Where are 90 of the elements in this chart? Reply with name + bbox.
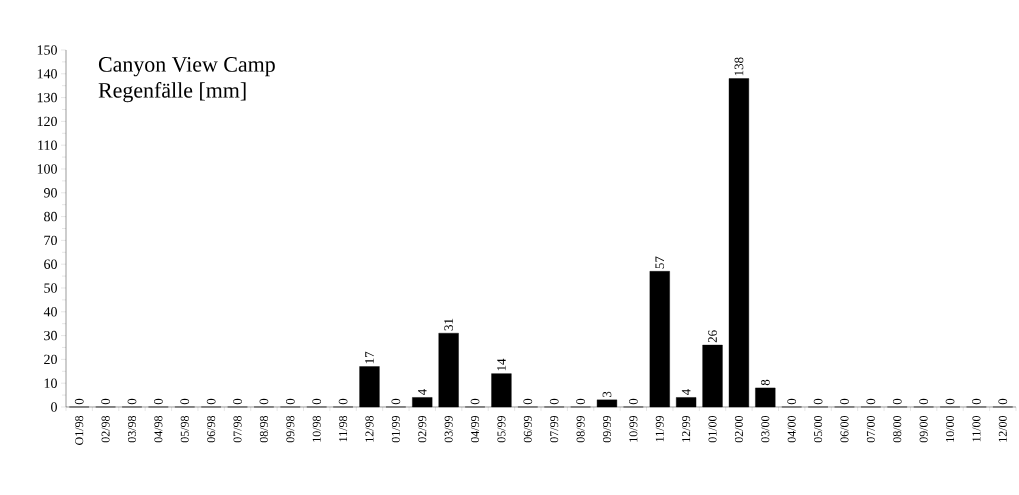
y-tick-label: 0 — [51, 402, 57, 412]
x-tick-label: 08/98 — [259, 415, 268, 443]
x-tick-label: 05/98 — [180, 415, 189, 443]
data-label: 0 — [312, 398, 322, 405]
data-label: 14 — [497, 358, 506, 371]
data-label: 0 — [259, 398, 269, 405]
x-tick-label: 04/99 — [471, 416, 480, 443]
data-label: 4 — [417, 388, 427, 396]
data-label: 31 — [444, 318, 453, 331]
x-tick-label: 10/99 — [629, 416, 638, 442]
data-label: 8 — [760, 379, 770, 386]
y-tick-label: 70 — [44, 235, 57, 246]
x-tick-label: 06/98 — [207, 415, 216, 443]
x-tick-label: 11/00 — [972, 415, 981, 442]
data-label: 3 — [602, 391, 612, 398]
x-tick-label: 09/98 — [286, 415, 295, 443]
data-label: 0 — [892, 398, 902, 405]
data-label: 17 — [365, 351, 374, 364]
data-label: 0 — [919, 398, 929, 405]
x-tick-label: 11/98 — [339, 415, 348, 442]
data-label: 0 — [233, 398, 242, 405]
x-tick-label: 03/00 — [761, 415, 770, 443]
data-label: 0 — [840, 398, 849, 405]
x-tick-label: 01/00 — [708, 415, 717, 443]
data-label: 0 — [972, 398, 981, 405]
data-label: 0 — [523, 398, 533, 405]
x-tick-label: 08/99 — [576, 416, 585, 443]
y-tick-label: 50 — [44, 283, 57, 293]
x-tick-label: 06/99 — [523, 416, 532, 443]
y-tick-label: 90 — [44, 188, 57, 198]
x-tick-label: 12/99 — [682, 416, 691, 442]
x-tick-label: 05/00 — [814, 415, 823, 443]
x-tick-label: 09/99 — [602, 416, 612, 443]
y-tick-label: 20 — [44, 354, 57, 365]
x-tick-label: 12/98 — [365, 415, 374, 442]
data-label: 0 — [470, 398, 480, 405]
x-tick-label: 02/00 — [734, 415, 743, 443]
y-tick-label: 10 — [44, 378, 57, 388]
data-label: 0 — [549, 398, 559, 405]
x-tick-label: 03/98 — [127, 415, 137, 443]
x-tick-label: 10/98 — [312, 415, 321, 442]
data-label: 0 — [391, 398, 401, 405]
data-label: 138 — [734, 57, 744, 76]
chart-title: Canyon View Camp — [98, 57, 275, 77]
x-tick-label: 06/00 — [840, 415, 849, 443]
x-tick-label: 01/99 — [391, 416, 400, 443]
x-tick-label: 09/00 — [919, 415, 928, 443]
y-tick-label: 130 — [37, 92, 57, 103]
x-tick-label: 04/00 — [787, 415, 796, 443]
x-tick-label: 02/99 — [418, 416, 427, 443]
data-label: 0 — [813, 398, 823, 405]
data-label: 0 — [576, 398, 585, 405]
data-label: 4 — [681, 388, 691, 396]
x-tick-label: 02/98 — [101, 415, 110, 443]
x-tick-label: 03/99 — [444, 416, 453, 443]
y-tick-label: 150 — [37, 45, 57, 55]
data-label: 0 — [101, 398, 110, 405]
y-tick-label: 30 — [44, 330, 57, 341]
data-label: 0 — [945, 398, 955, 405]
data-label: 0 — [206, 398, 216, 405]
data-label: 0 — [338, 398, 348, 405]
data-label: 0 — [180, 398, 190, 405]
data-label: 26 — [708, 330, 717, 343]
x-tick-label: O1/98 — [75, 415, 84, 445]
x-tick-label: 08/00 — [893, 415, 902, 443]
data-label: 0 — [629, 398, 638, 405]
x-tick-label: 10/00 — [946, 415, 955, 442]
y-tick-label: 120 — [37, 116, 57, 127]
data-label: 0 — [998, 398, 1008, 405]
y-tick-label: 140 — [37, 69, 57, 79]
y-tick-label: 80 — [44, 211, 57, 222]
y-tick-label: 100 — [37, 164, 57, 174]
x-tick-label: 04/98 — [154, 415, 163, 443]
x-tick-label: 07/00 — [866, 415, 875, 443]
x-tick-label: 12/00 — [998, 415, 1007, 442]
data-label: 0 — [74, 398, 84, 405]
data-label: 0 — [154, 398, 163, 405]
x-tick-label: 05/99 — [497, 416, 506, 443]
x-tick-label: 11/99 — [655, 416, 664, 442]
data-label: 0 — [866, 398, 876, 405]
y-tick-label: 110 — [38, 140, 57, 150]
data-label: 57 — [655, 256, 665, 269]
data-label: 0 — [285, 398, 295, 405]
data-label: 0 — [787, 398, 797, 405]
x-tick-label: 07/98 — [233, 415, 242, 443]
x-tick-label: 07/99 — [550, 416, 559, 443]
y-tick-label: 40 — [43, 307, 57, 317]
data-label: 0 — [127, 398, 137, 405]
y-tick-label: 60 — [44, 259, 57, 269]
text: Regenfälle [mm] — [98, 82, 246, 103]
